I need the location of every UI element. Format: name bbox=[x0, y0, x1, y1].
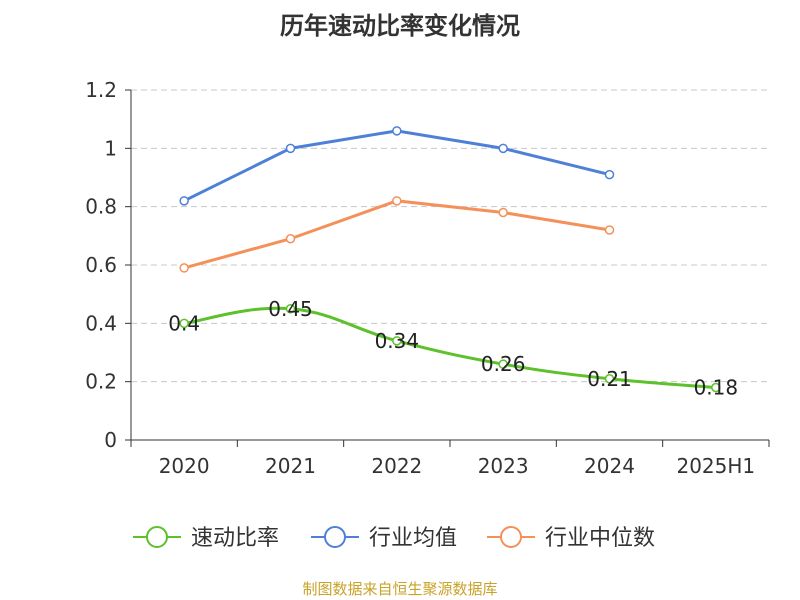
x-tick-label: 2022 bbox=[371, 454, 422, 478]
series-lines bbox=[179, 126, 721, 393]
data-label: 0.45 bbox=[268, 297, 313, 321]
data-point bbox=[285, 304, 296, 314]
y-tick-label: 0.4 bbox=[85, 311, 117, 335]
y-tick-label: 0.8 bbox=[85, 195, 117, 219]
data-label: 0.4 bbox=[168, 311, 200, 335]
data-label: 0.21 bbox=[587, 367, 632, 391]
data-point bbox=[498, 359, 508, 369]
data-point bbox=[711, 382, 721, 393]
data-point bbox=[498, 207, 508, 218]
x-tick-label: 2023 bbox=[478, 454, 529, 478]
data-point bbox=[179, 263, 189, 273]
x-tick-label: 2025H1 bbox=[676, 454, 755, 478]
source-note: 制图数据来自恒生聚源数据库 bbox=[302, 580, 498, 598]
data-point bbox=[604, 374, 615, 384]
legend-marker-icon bbox=[146, 526, 168, 548]
data-point bbox=[392, 126, 402, 136]
series-line-2 bbox=[183, 199, 610, 270]
axes: 0 0.2 0.4 0.6 0.8 1 1.2 2020 2021 2022 2023 2024 202… bbox=[85, 78, 770, 478]
x-tick-label: 2024 bbox=[584, 454, 635, 478]
data-labels: 0.4 0.45 0.34 0.26 0.21 0.18 bbox=[168, 297, 738, 400]
data-label: 0.34 bbox=[375, 329, 420, 353]
legend-marker-icon bbox=[500, 526, 522, 548]
y-tick-label: 0 bbox=[104, 428, 117, 452]
y-tick-label: 0.6 bbox=[85, 253, 117, 277]
data-point bbox=[392, 196, 402, 206]
data-label: 0.18 bbox=[694, 376, 739, 400]
legend-label: 行业均值 bbox=[369, 526, 457, 551]
data-point bbox=[392, 336, 402, 346]
legend-marker-icon bbox=[324, 526, 346, 548]
legend: 速动比率 行业均值 行业中位数 bbox=[133, 526, 655, 551]
data-point bbox=[604, 225, 615, 235]
legend-label: 行业中位数 bbox=[545, 526, 655, 551]
data-label: 0.26 bbox=[481, 352, 526, 376]
data-point bbox=[498, 143, 508, 154]
chart-title: 历年速动比率变化情况 bbox=[280, 12, 520, 40]
data-point bbox=[179, 318, 189, 329]
series-line-1 bbox=[183, 129, 610, 203]
y-tick-label: 0.2 bbox=[85, 370, 117, 394]
data-point bbox=[285, 143, 296, 154]
x-tick-label: 2020 bbox=[159, 454, 210, 478]
data-point bbox=[285, 234, 296, 244]
y-tick-label: 1.2 bbox=[85, 78, 117, 102]
gridlines bbox=[131, 89, 769, 383]
y-tick-label: 1 bbox=[104, 136, 117, 160]
series-line-0 bbox=[183, 306, 716, 389]
legend-label: 速动比率 bbox=[191, 526, 279, 551]
data-point bbox=[604, 169, 615, 180]
data-point bbox=[179, 196, 189, 206]
x-tick-label: 2021 bbox=[265, 454, 316, 478]
